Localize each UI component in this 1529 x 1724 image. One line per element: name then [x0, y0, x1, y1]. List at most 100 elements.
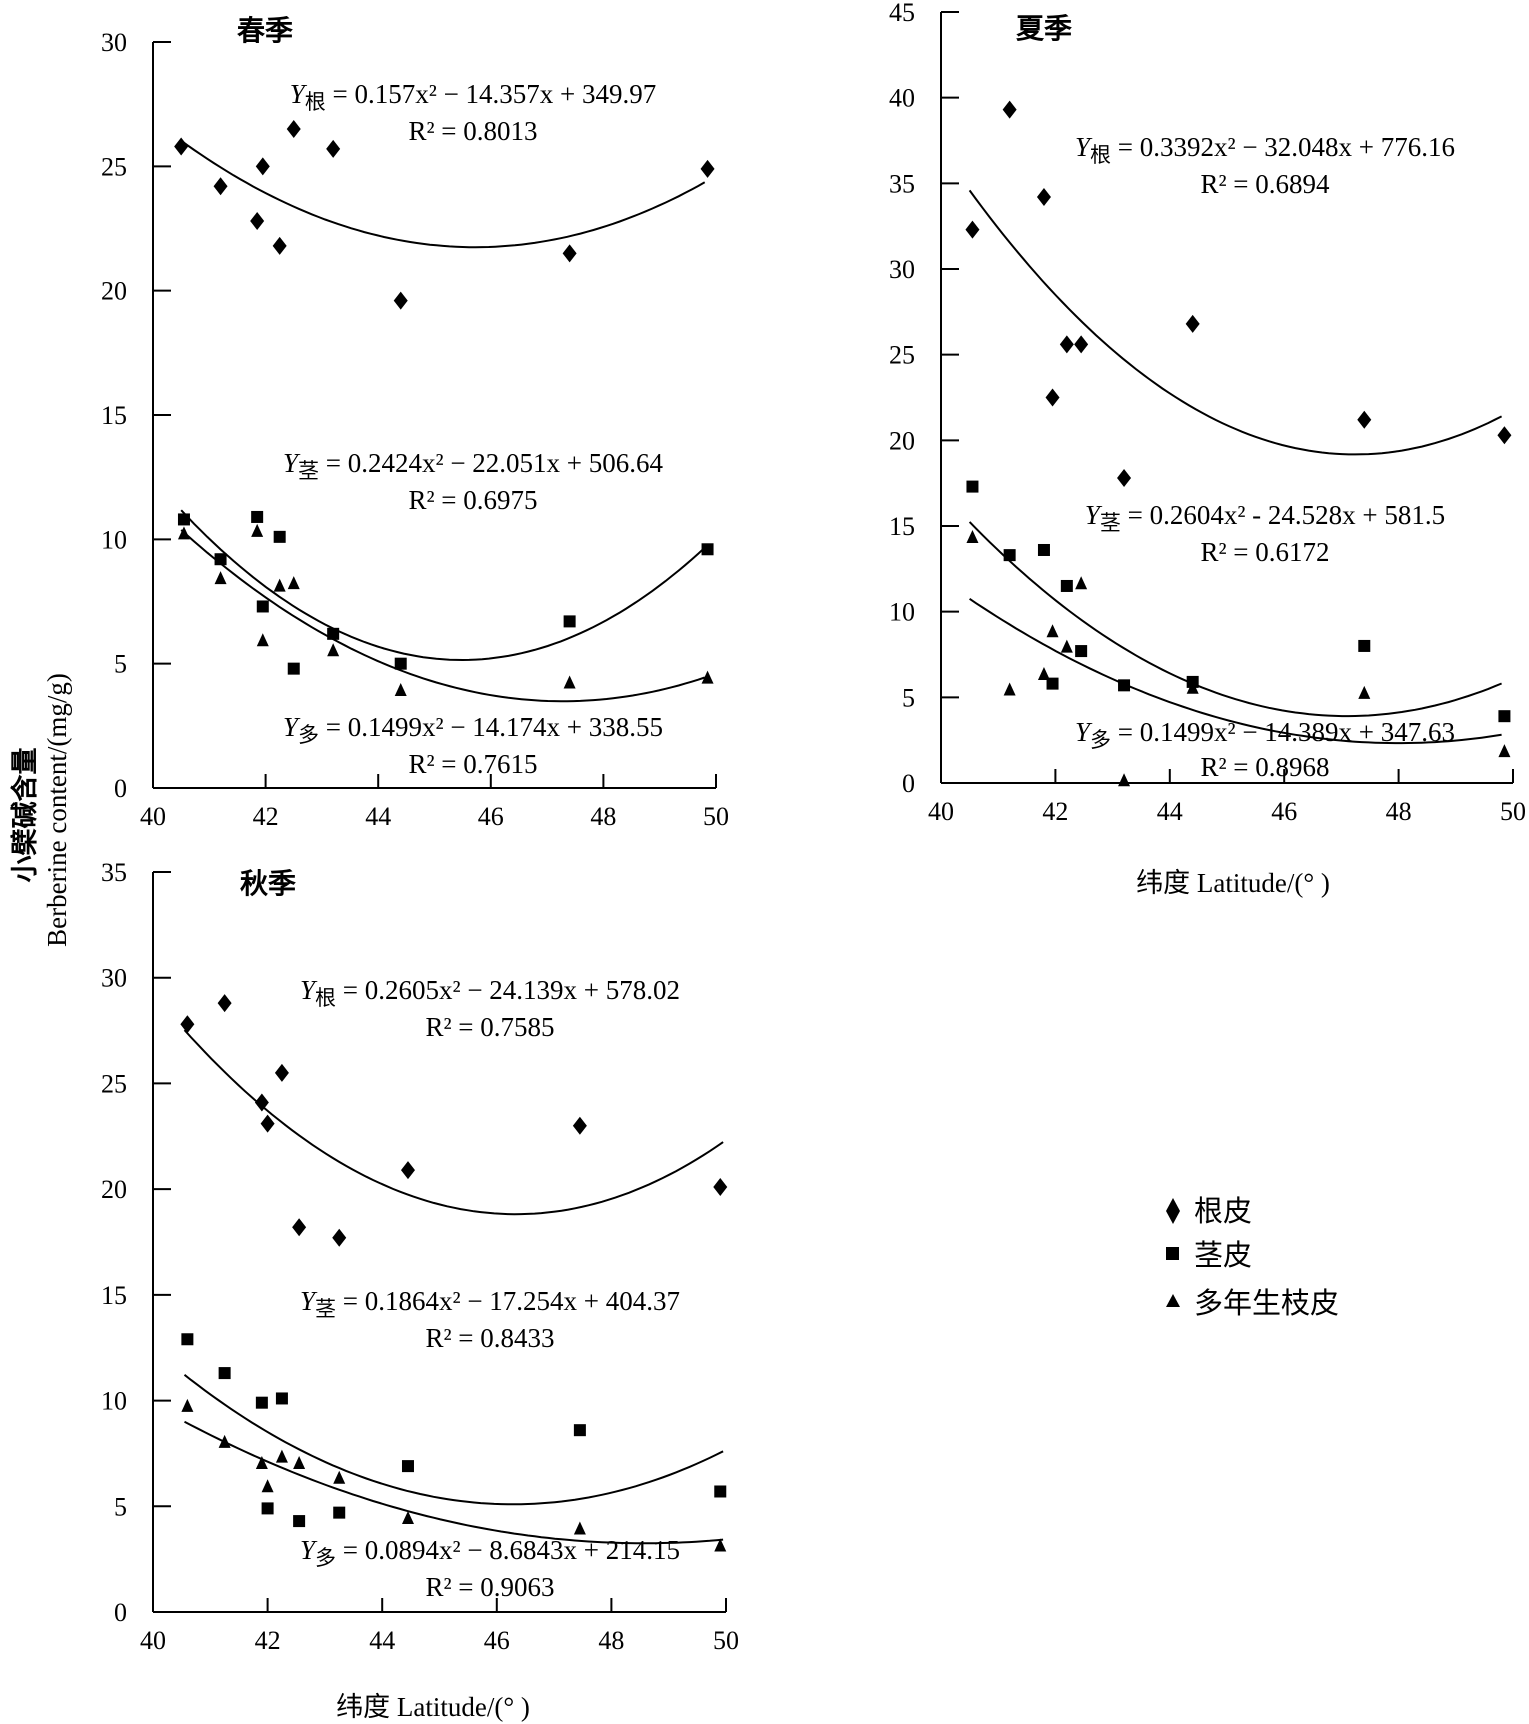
x-tick-label: 40: [140, 1626, 166, 1655]
x-tick-label: 44: [1157, 797, 1183, 826]
data-point-stem-bark: [333, 1506, 346, 1519]
fit-equation-root: Y根 = 0.3392x² − 32.048x + 776.16: [1075, 132, 1455, 167]
data-point-root-bark: [393, 291, 408, 310]
data-point-stem-bark: [287, 662, 300, 675]
y-tick-label: 30: [101, 964, 127, 993]
x-tick-label: 48: [598, 1626, 624, 1655]
panel-title: 秋季: [240, 868, 296, 900]
data-point-stem-bark: [327, 627, 340, 640]
fit-equation-root: Y根 = 0.157x² − 14.357x + 349.97: [290, 79, 657, 114]
fit-equation-root: Y根 = 0.2605x² − 24.139x + 578.02: [300, 975, 680, 1010]
y-tick-label: 40: [889, 84, 915, 113]
x-tick-label: 42: [255, 1626, 281, 1655]
data-point-root-bark: [332, 1228, 347, 1247]
data-point-branch-bark: [1003, 682, 1016, 696]
data-point-stem-bark: [401, 1460, 414, 1473]
fit-r-squared-root: R² = 0.6894: [1200, 169, 1330, 199]
fit-r-squared-root: R² = 0.7585: [425, 1012, 554, 1042]
fit-curve-root: [968, 189, 1503, 456]
data-point-branch-bark: [275, 1449, 288, 1463]
y-tick-label: 30: [101, 28, 127, 57]
fit-equation-stem: Y茎 = 0.2604x² - 24.528x + 581.5: [1085, 500, 1445, 535]
data-point-stem-bark: [181, 1333, 194, 1346]
data-point-root-bark: [260, 1114, 275, 1133]
data-point-stem-bark: [1118, 679, 1131, 692]
legend: 根皮 茎皮 多年生枝皮: [1166, 1195, 1339, 1320]
data-point-root-bark: [700, 159, 715, 178]
data-point-root-bark: [292, 1218, 307, 1237]
data-point-stem-bark: [714, 1485, 727, 1498]
y-axis-label-en: Berberine content/(mg/g): [42, 673, 72, 947]
data-point-branch-bark: [1358, 685, 1371, 699]
y-tick-label: 5: [114, 650, 127, 679]
data-point-root-bark: [274, 1063, 289, 1082]
fit-equation-stem: Y茎 = 0.1864x² − 17.254x + 404.37: [300, 1286, 680, 1321]
fit-curve-branch: [969, 597, 1502, 745]
data-point-root-bark: [254, 1093, 269, 1112]
data-point-stem-bark: [1003, 549, 1016, 562]
chart-panel-summer: 0 5 10 15 20 25 30 35 40 45 40 42 44 46 48 50 夏季 Y根 = 0.3…: [889, 0, 1526, 826]
data-point-branch-bark: [261, 1479, 274, 1493]
x-axis-label-summer: 纬度 Latitude/(° ): [1136, 868, 1330, 898]
chart-panel-autumn: 0 5 10 15 20 25 30 35 40 42 44 46 48 50 秋季 Y根 = 0.2605x…: [101, 858, 739, 1655]
y-tick-label: 15: [101, 401, 127, 430]
fit-equation-branch: Y多 = 0.0894x² − 8.6843x + 214.15: [300, 1535, 680, 1570]
y-tick-label: 15: [101, 1281, 127, 1310]
data-point-stem-bark: [1046, 677, 1059, 690]
data-point-stem-bark: [1060, 579, 1073, 592]
data-point-branch-bark: [255, 1456, 268, 1469]
data-point-branch-bark: [273, 578, 286, 592]
data-point-stem-bark: [177, 513, 190, 526]
data-point-root-bark: [213, 177, 228, 196]
legend-label-stem-bark: 茎皮: [1194, 1239, 1252, 1272]
x-tick-label: 42: [1042, 797, 1068, 826]
panel-title: 春季: [237, 15, 293, 47]
data-point-root-bark: [1185, 314, 1200, 333]
data-point-stem-bark: [275, 1392, 288, 1405]
y-tick-label: 20: [101, 1175, 127, 1204]
fit-curve-branch: [180, 529, 706, 703]
x-tick-label: 48: [590, 802, 616, 831]
data-point-root-bark: [217, 994, 232, 1013]
data-point-branch-bark: [287, 576, 300, 590]
x-tick-label: 44: [369, 1626, 395, 1655]
data-point-branch-bark: [1118, 773, 1131, 787]
y-tick-label: 25: [889, 341, 915, 370]
data-point-stem-bark: [214, 553, 227, 566]
data-point-branch-bark: [293, 1456, 306, 1469]
data-point-root-bark: [562, 244, 577, 263]
data-point-stem-bark: [255, 1396, 268, 1409]
y-tick-label: 0: [114, 1598, 127, 1627]
data-point-branch-bark: [394, 683, 407, 697]
data-point-branch-bark: [573, 1521, 586, 1535]
fit-curve-stem: [968, 521, 1502, 718]
data-point-branch-bark: [701, 670, 714, 684]
y-tick-label: 0: [114, 774, 127, 803]
data-point-branch-bark: [251, 523, 264, 537]
data-point-branch-bark: [966, 529, 979, 543]
x-axis-label-autumn: 纬度 Latitude/(° ): [336, 1692, 530, 1722]
data-point-stem-bark: [293, 1515, 306, 1528]
y-tick-label: 15: [889, 512, 915, 541]
fit-curve-root: [183, 1029, 724, 1216]
data-point-root-bark: [400, 1161, 415, 1180]
data-point-root-bark: [1045, 388, 1060, 407]
x-tick-label: 44: [365, 802, 391, 831]
x-tick-label: 48: [1386, 797, 1412, 826]
data-point-branch-bark: [1075, 576, 1088, 590]
x-tick-label: 50: [713, 1626, 739, 1655]
x-tick-label: 46: [478, 802, 504, 831]
y-tick-label: 20: [101, 277, 127, 306]
y-tick-label: 35: [101, 858, 127, 887]
fit-curve-stem: [183, 1374, 724, 1506]
fit-r-squared-stem: R² = 0.8433: [425, 1323, 554, 1353]
data-point-stem-bark: [1358, 639, 1371, 652]
panel-title: 夏季: [1016, 13, 1072, 45]
x-tick-label: 40: [140, 802, 166, 831]
data-point-branch-bark: [181, 1398, 194, 1412]
x-tick-label: 50: [703, 802, 729, 831]
data-point-root-bark: [1002, 100, 1017, 119]
data-point-root-bark: [1497, 426, 1512, 445]
data-point-branch-bark: [256, 633, 269, 647]
